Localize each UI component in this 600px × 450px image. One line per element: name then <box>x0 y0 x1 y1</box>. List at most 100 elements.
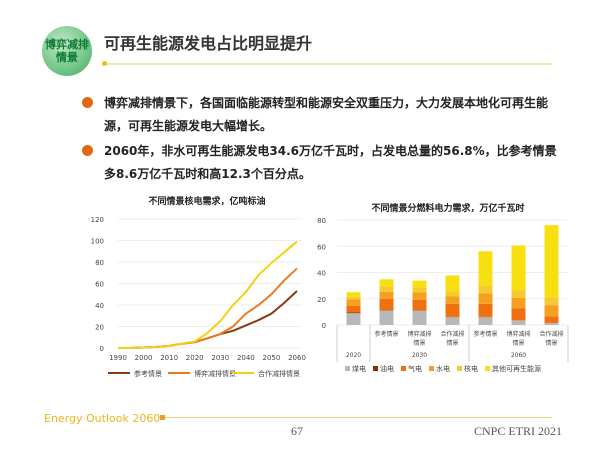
category-label: 情景 <box>545 339 557 347</box>
y-tick-label: 120 <box>91 216 104 224</box>
category-label: 情景 <box>512 339 524 347</box>
bar-segment <box>379 310 394 325</box>
bar-segment <box>412 292 427 300</box>
bar-segment <box>346 312 361 314</box>
y-tick-label: 20 <box>95 324 104 332</box>
y-tick-label: 0 <box>322 322 326 330</box>
group-label: 2030 <box>412 352 427 359</box>
bar-segment <box>412 287 427 293</box>
bar-segment <box>445 303 460 317</box>
x-tick-label: 1990 <box>109 354 127 362</box>
logo-text: 情景 <box>56 51 78 64</box>
footer-title: Energy Outlook 2060 <box>44 412 161 425</box>
logo-text: 博弈减排 <box>45 38 89 51</box>
footer-dot <box>160 415 165 420</box>
bullet-text: 博弈减排情景下，各国面临能源转型和能源安全双重压力，大力发展本地化可再生能源，可… <box>104 96 549 133</box>
bar-segment <box>544 225 559 298</box>
legend-swatch <box>373 366 378 371</box>
divider-dot <box>102 61 107 66</box>
title-divider <box>104 63 552 65</box>
chart-title: 不同情景核电需求，亿吨标油 <box>148 195 265 207</box>
group-label: 2020 <box>346 352 361 359</box>
category-label: 情景 <box>446 339 458 347</box>
bar-segment <box>346 305 361 313</box>
bar-segment <box>445 317 460 325</box>
series-line <box>118 240 298 349</box>
legend-swatch <box>401 366 406 371</box>
category-label: 博弈减排 <box>506 330 530 338</box>
category-label: 合作减排 <box>539 330 563 338</box>
y-tick-label: 20 <box>317 296 326 304</box>
y-tick-label: 60 <box>95 281 104 289</box>
bar-segment <box>544 297 559 306</box>
bar-segment <box>445 275 460 292</box>
bullet-icon <box>82 145 93 156</box>
x-tick-label: 2010 <box>160 354 178 362</box>
bar-segment <box>379 299 394 311</box>
bar-segment <box>445 291 460 297</box>
bar-segment <box>412 310 427 325</box>
bar-segment <box>379 279 394 287</box>
x-tick-label: 2000 <box>135 354 153 362</box>
x-tick-label: 2060 <box>288 354 306 362</box>
bar-segment <box>346 313 361 325</box>
bar-segment <box>544 305 559 317</box>
scenario-logo: 博弈减排 情景 <box>42 26 92 76</box>
x-tick-label: 2050 <box>263 354 281 362</box>
legend-label: 合作减排情景 <box>258 369 300 378</box>
legend-label: 博弈减排情景 <box>194 369 236 378</box>
legend-label: 其他可再生能源 <box>492 364 541 373</box>
bullet-text: 2060年，非水可再生能源发电34.6万亿千瓦时，占发电总量的56.8%，比参考… <box>104 144 557 181</box>
category-label: 参考情景 <box>473 330 497 338</box>
category-label: 博弈减排 <box>407 330 431 338</box>
bar-segment <box>478 293 493 304</box>
x-tick-label: 2040 <box>237 354 255 362</box>
y-tick-label: 60 <box>317 243 326 251</box>
legend-swatch <box>457 366 462 371</box>
bar-segment <box>412 299 427 311</box>
bar-segment <box>346 292 361 297</box>
bar-segment <box>379 286 394 292</box>
footer-divider <box>162 417 552 418</box>
y-tick-label: 40 <box>317 270 326 278</box>
group-label: 2060 <box>511 352 526 359</box>
category-label: 合作减排 <box>440 330 464 338</box>
bar-segment <box>346 299 361 306</box>
series-line <box>118 290 298 349</box>
bar-segment <box>511 245 526 291</box>
bar-segment <box>412 280 427 288</box>
series-line <box>118 267 298 349</box>
bar-segment <box>445 296 460 304</box>
x-tick-label: 2020 <box>186 354 204 362</box>
legend-label: 参考情景 <box>134 369 162 378</box>
legend-swatch <box>345 366 350 371</box>
y-tick-label: 40 <box>95 302 104 310</box>
bar-segment <box>511 297 526 309</box>
bar-segment <box>379 291 394 300</box>
bar-segment <box>511 308 526 321</box>
legend-swatch <box>429 366 434 371</box>
page-number: 67 <box>291 424 303 438</box>
bar-segment <box>511 320 526 325</box>
page-title: 可再生能源发电占比明显提升 <box>104 34 313 53</box>
y-tick-label: 0 <box>100 345 104 353</box>
bar-segment <box>511 290 526 298</box>
legend-label: 水电 <box>436 364 450 373</box>
bar-segment <box>478 317 493 325</box>
legend-label: 气电 <box>408 364 422 373</box>
y-tick-label: 80 <box>95 259 104 267</box>
bullet-item: 2060年，非水可再生能源发电34.6万亿千瓦时，占发电总量的56.8%，比参考… <box>82 140 564 186</box>
legend-label: 煤电 <box>352 364 366 373</box>
chart-title: 不同情景分燃料电力需求，万亿千瓦时 <box>371 202 524 214</box>
legend-swatch <box>485 366 490 371</box>
footer-org: CNPC ETRI 2021 <box>474 424 563 438</box>
bar-segment <box>478 303 493 317</box>
y-tick-label: 80 <box>317 217 326 225</box>
bar-segment <box>478 285 493 294</box>
bullet-item: 博弈减排情景下，各国面临能源转型和能源安全双重压力，大力发展本地化可再生能源，可… <box>82 92 564 138</box>
bar-segment <box>544 316 559 323</box>
category-label: 情景 <box>413 339 425 347</box>
y-tick-label: 100 <box>91 238 104 246</box>
x-tick-label: 2030 <box>211 354 229 362</box>
